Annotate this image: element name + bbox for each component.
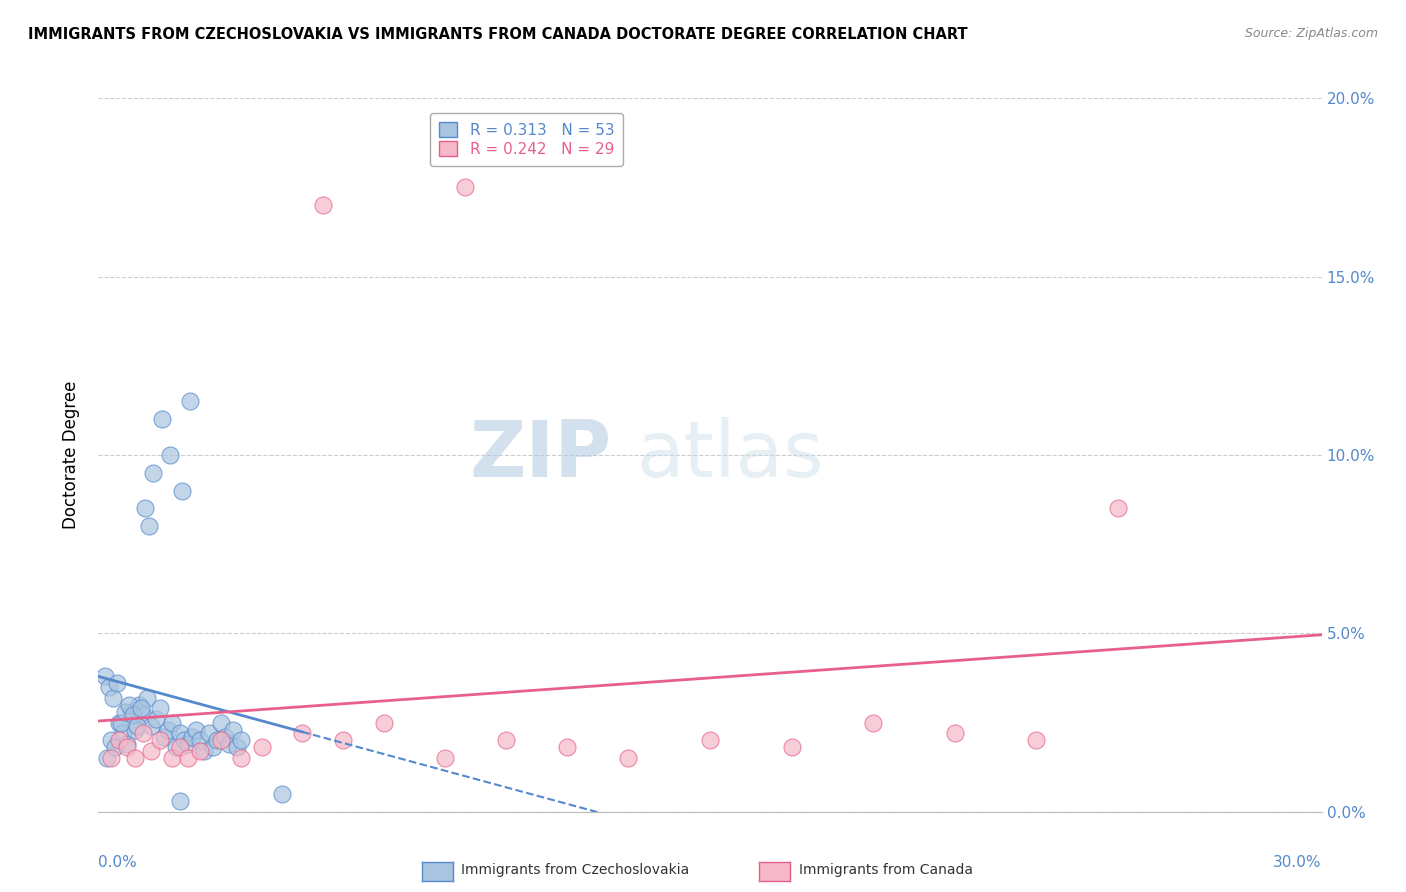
Point [124,723,146,737]
Point [97,680,120,694]
Point [129,701,152,715]
Y-axis label: Doctorate Degree: Doctorate Degree [62,381,80,529]
Point [128,698,150,712]
Point [169,740,191,755]
Point [270,787,294,801]
Text: IMMIGRANTS FROM CZECHOSLOVAKIA VS IMMIGRANTS FROM CANADA DOCTORATE DEGREE CORREL: IMMIGRANTS FROM CZECHOSLOVAKIA VS IMMIGR… [28,27,967,42]
Point [557,740,579,755]
Point [218,737,240,751]
Point [156,723,179,737]
Point [132,708,155,723]
Point [209,733,232,747]
Point [149,701,172,715]
Point [134,501,156,516]
Point [201,740,224,755]
Point [104,740,127,755]
Point [312,198,335,212]
Text: Immigrants from Czechoslovakia: Immigrants from Czechoslovakia [461,863,689,877]
Point [145,712,167,726]
Point [160,715,183,730]
Point [110,715,132,730]
Point [169,794,191,808]
Point [226,740,249,755]
Point [188,744,212,758]
Point [165,740,187,755]
Point [124,751,146,765]
Point [231,751,253,765]
Text: 0.0%: 0.0% [98,855,138,870]
Point [373,715,395,730]
Point [120,705,142,719]
Point [170,483,193,498]
Legend: R = 0.313   N = 53, R = 0.242   N = 29: R = 0.313 N = 53, R = 0.242 N = 29 [430,113,623,166]
Point [332,733,354,747]
Point [617,751,640,765]
Point [141,719,163,733]
Text: 30.0%: 30.0% [1274,855,1322,870]
Point [179,394,201,409]
Point [111,726,134,740]
Point [108,715,131,730]
Point [141,744,163,758]
Point [193,744,215,758]
Point [150,412,173,426]
Point [96,751,118,765]
Point [100,751,122,765]
Point [159,448,181,462]
Point [231,733,253,747]
Point [780,740,803,755]
Point [118,698,141,712]
Point [222,723,245,737]
Point [177,751,200,765]
Point [1107,501,1129,516]
Point [188,733,212,747]
Text: Source: ZipAtlas.com: Source: ZipAtlas.com [1244,27,1378,40]
Point [160,751,183,765]
Text: Immigrants from Canada: Immigrants from Canada [799,863,973,877]
Point [149,733,172,747]
Point [173,733,195,747]
Point [197,726,219,740]
Point [169,726,191,740]
Point [127,719,149,733]
Point [186,723,208,737]
Point [101,690,124,705]
Point [495,733,517,747]
Point [1025,733,1047,747]
Point [136,690,159,705]
Point [214,730,236,744]
Point [177,737,200,751]
Point [114,705,136,719]
Point [454,180,477,194]
Point [93,669,115,683]
Point [205,733,228,747]
Point [291,726,314,740]
Text: ZIP: ZIP [470,417,612,493]
Point [138,519,160,533]
Point [943,726,966,740]
Point [209,715,232,730]
Point [181,730,204,744]
Point [152,730,174,744]
Point [433,751,456,765]
Point [105,676,128,690]
Point [115,740,138,755]
Point [115,737,138,751]
Point [122,708,145,723]
Point [862,715,884,730]
Text: atlas: atlas [637,417,824,493]
Point [699,733,721,747]
Point [108,733,131,747]
Point [132,726,155,740]
Point [100,733,122,747]
Point [142,466,165,480]
Point [250,740,273,755]
